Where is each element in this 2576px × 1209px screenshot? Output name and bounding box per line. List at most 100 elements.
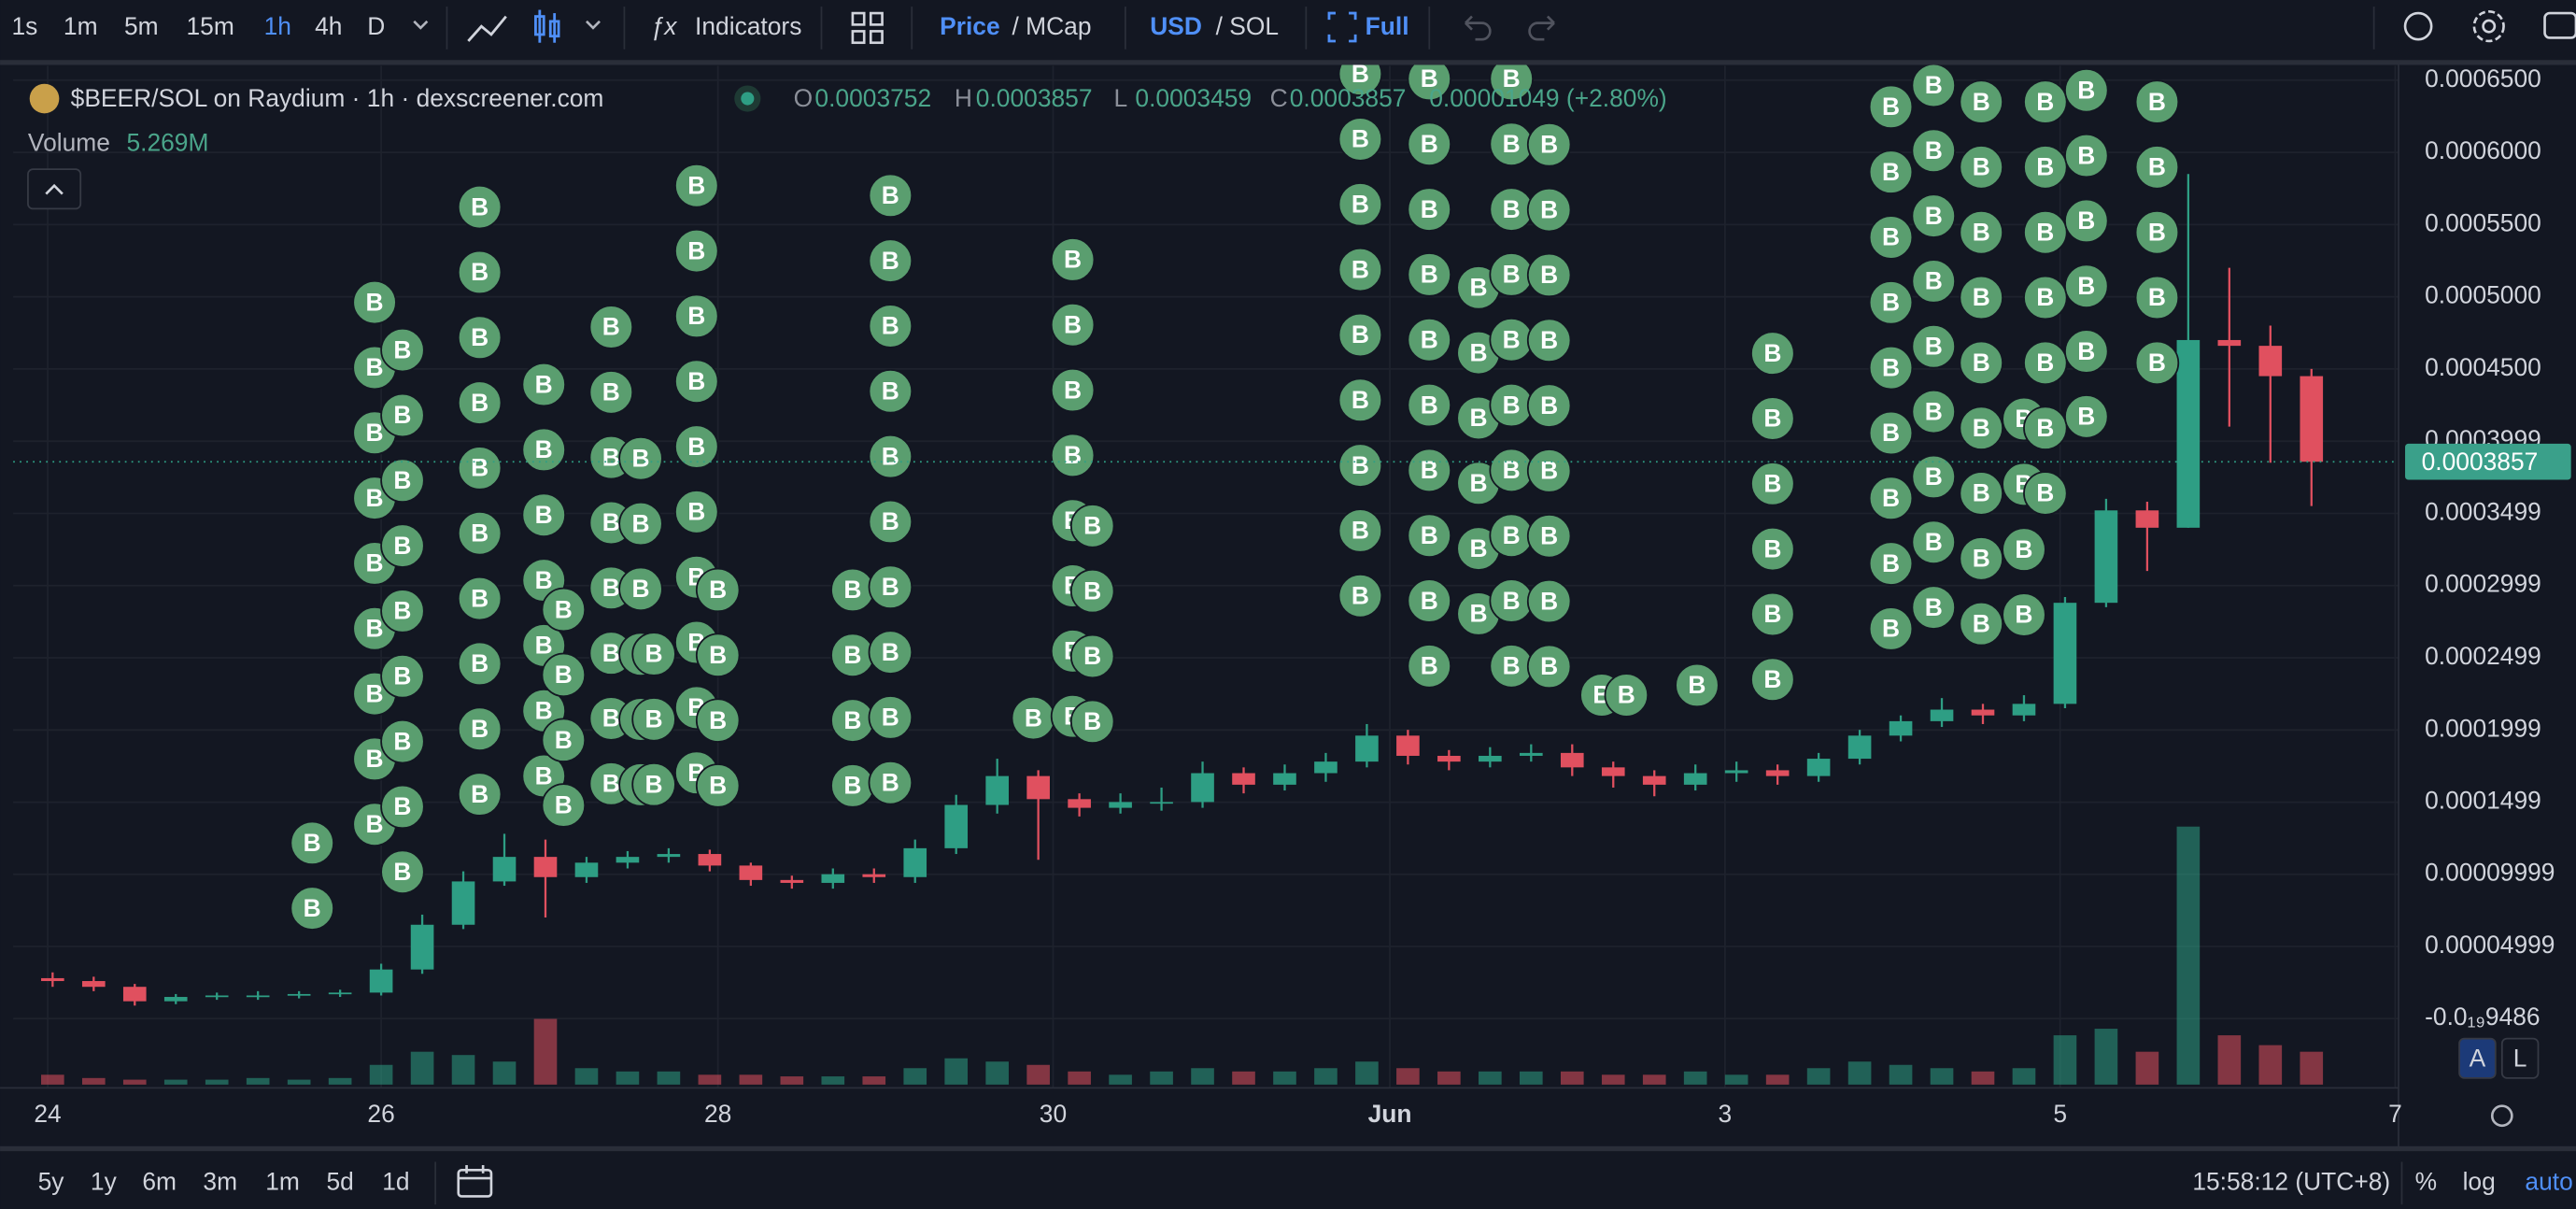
interval-button[interactable]: 1s (11, 12, 37, 40)
buy-marker-label: B (1540, 195, 1558, 223)
undo[interactable] (1465, 15, 1492, 41)
chevron[interactable] (586, 20, 601, 30)
scale-button-label: A (2470, 1044, 2486, 1072)
redo[interactable] (1528, 15, 1555, 41)
buy-marker (1407, 448, 1452, 493)
buy-marker (1526, 513, 1572, 559)
candle-body (1520, 752, 1543, 756)
sol-toggle[interactable]: / SOL (1216, 12, 1279, 40)
buy-marker (521, 362, 566, 407)
usd-toggle[interactable]: USD (1150, 12, 1202, 40)
buy-marker-label: B (1763, 665, 1781, 693)
buy-marker-label: B (1064, 310, 1082, 338)
percent-toggle[interactable]: % (2415, 1167, 2437, 1195)
log-toggle[interactable]: log (2463, 1167, 2496, 1195)
scale-button-label: L (2513, 1044, 2527, 1072)
c-value: 0.0003857 (1290, 84, 1407, 112)
candle-body (205, 995, 229, 998)
buy-marker-label: B (1352, 191, 1369, 219)
y-tick-label: 0.0006000 (2425, 136, 2541, 164)
buy-marker (380, 654, 425, 699)
collapse-button[interactable] (27, 168, 82, 210)
buy-marker-label: B (602, 378, 620, 406)
buy-marker (674, 424, 719, 469)
buy-marker (380, 458, 425, 504)
range-button[interactable]: 1m (265, 1167, 300, 1195)
buy-marker-label: B (2148, 348, 2166, 377)
buy-marker-label: B (1421, 261, 1438, 289)
full-button[interactable]: Full (1366, 12, 1409, 40)
buy-marker-label: B (1882, 484, 1900, 512)
buy-marker-label: B (1503, 456, 1521, 484)
interval-button[interactable]: D (367, 12, 385, 40)
last-price-label: 0.0003857 (2422, 448, 2539, 476)
buy-marker (1069, 504, 1115, 548)
buy-marker-label: B (555, 791, 573, 819)
y-tick-label: 0.0001999 (2425, 714, 2541, 742)
buy-marker-label: B (1064, 376, 1082, 404)
range-button[interactable]: 5d (326, 1167, 353, 1195)
interval-button[interactable]: 5m (124, 12, 159, 40)
chevron[interactable] (413, 20, 429, 30)
buy-marker-label: B (602, 770, 620, 798)
candle-body (81, 981, 106, 988)
buy-marker (457, 446, 502, 491)
candle-icon[interactable] (534, 9, 560, 43)
full-icon[interactable] (1327, 11, 1357, 43)
buy-marker-label: B (1925, 332, 1943, 360)
interval-button[interactable]: 1h (264, 12, 291, 40)
buy-marker-label: B (687, 498, 705, 526)
interval-button[interactable]: 4h (315, 12, 342, 40)
buy-marker-label: B (1973, 153, 1990, 181)
auto-toggle[interactable]: auto (2525, 1167, 2572, 1195)
candle-body (1068, 799, 1091, 808)
buy-marker-label: B (1503, 521, 1521, 549)
volume-bar (41, 1074, 64, 1085)
scale-button[interactable] (2500, 1037, 2540, 1079)
indicators-button[interactable]: Indicators (695, 12, 801, 40)
buy-marker (1407, 578, 1452, 623)
scale-button[interactable] (2458, 1037, 2497, 1079)
buy-marker-label: B (709, 706, 727, 734)
buy-marker (1407, 513, 1452, 558)
volume-label: Volume (28, 129, 110, 157)
range-button[interactable]: 1d (382, 1167, 409, 1195)
buy-marker (1407, 121, 1452, 166)
buy-marker-label: B (687, 302, 705, 330)
layout-icon[interactable] (851, 11, 884, 45)
fx-icon[interactable]: ƒx (651, 12, 678, 40)
buy-marker-label: B (1352, 581, 1369, 609)
buy-marker-label: B (2036, 479, 2054, 507)
candle-body (903, 847, 927, 877)
line-icon[interactable] (467, 15, 507, 42)
axis-settings[interactable] (2490, 1104, 2513, 1128)
candle-body (1191, 773, 1214, 803)
buy-marker-label: B (687, 236, 705, 264)
buy-marker-label: B (393, 335, 411, 363)
interval-button[interactable]: 15m (187, 12, 234, 40)
alert-icon[interactable] (2403, 11, 2433, 41)
buy-marker-label: B (1973, 283, 1990, 311)
settings-icon[interactable] (2472, 9, 2505, 43)
buy-marker (618, 435, 663, 481)
mcap-toggle[interactable]: / MCap (1012, 12, 1092, 40)
interval-button[interactable]: 1m (64, 12, 98, 40)
buy-marker (457, 315, 502, 361)
buy-marker (868, 369, 913, 414)
buy-marker-label: B (882, 312, 899, 340)
volume-bar (1971, 1071, 1995, 1085)
range-button[interactable]: 3m (203, 1167, 237, 1195)
buy-marker-label: B (2015, 535, 2032, 563)
candle-body (574, 862, 599, 877)
range-button[interactable]: 1y (91, 1167, 118, 1195)
goto-date-icon[interactable] (457, 1165, 493, 1198)
price-toggle[interactable]: Price (940, 12, 1000, 40)
range-button[interactable]: 6m (142, 1167, 177, 1195)
volume-bar (492, 1061, 517, 1085)
x-tick-label: 30 (1040, 1100, 1067, 1128)
range-button[interactable]: 5y (38, 1167, 65, 1195)
buy-marker (1868, 345, 1914, 391)
buy-marker-label: B (2036, 88, 2054, 116)
buy-marker (2064, 263, 2109, 308)
